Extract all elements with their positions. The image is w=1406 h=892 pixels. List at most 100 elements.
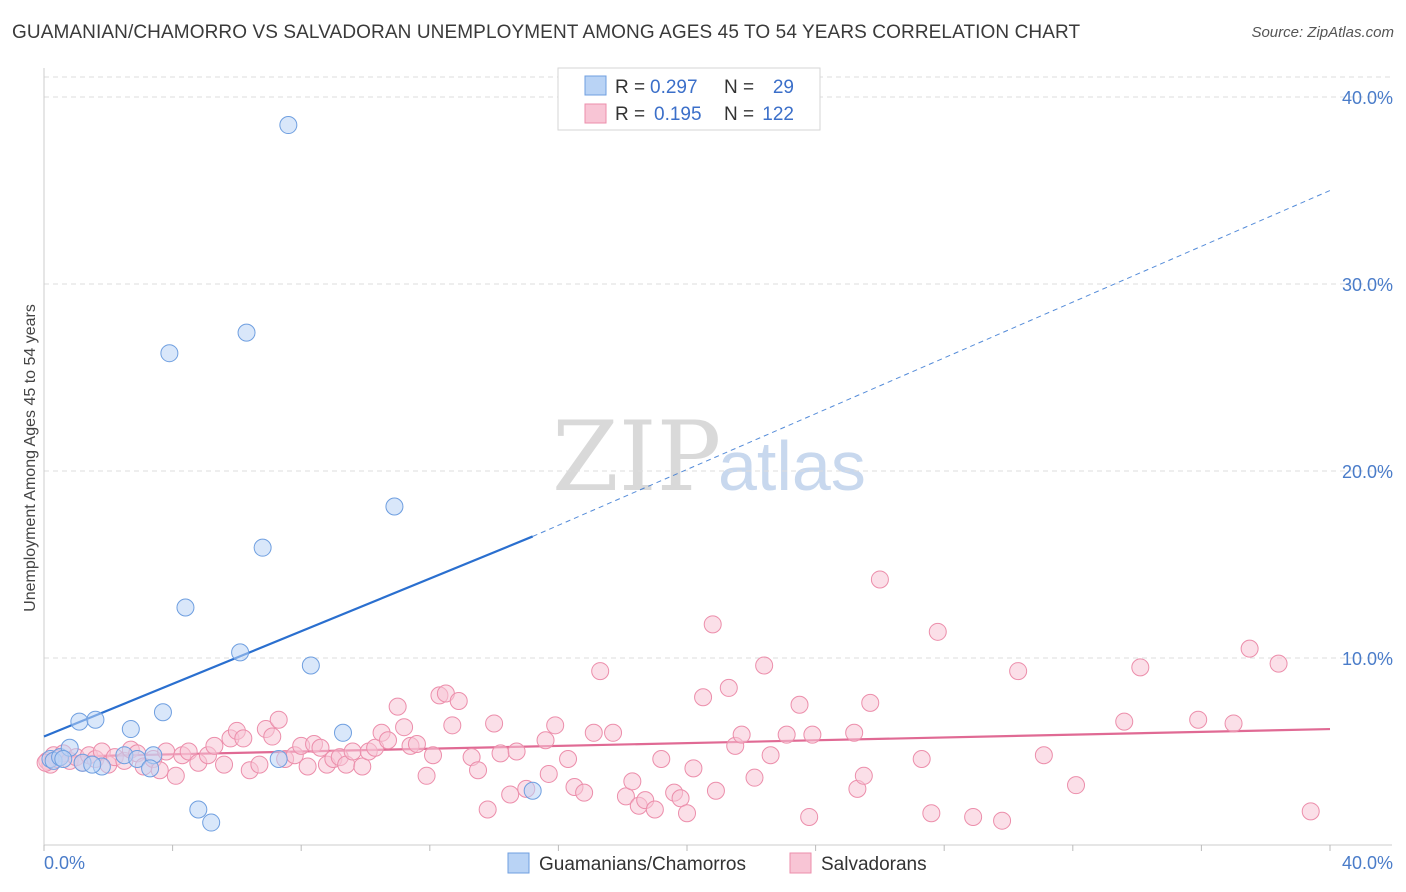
- data-point: [616, 787, 635, 806]
- data-point: [469, 761, 488, 780]
- data-point: [800, 807, 819, 826]
- legend-r-label: R =: [615, 104, 645, 125]
- data-point: [928, 622, 947, 641]
- data-point: [584, 723, 603, 742]
- data-point: [684, 759, 703, 778]
- x-tick-label: 40.0%: [1342, 853, 1393, 873]
- data-point: [539, 764, 558, 783]
- data-point: [83, 755, 102, 774]
- legend-swatch-blue: [584, 75, 607, 96]
- data-point: [205, 736, 224, 755]
- data-point: [703, 615, 722, 634]
- data-point: [790, 695, 809, 714]
- data-point: [1115, 712, 1134, 731]
- data-point: [478, 800, 497, 819]
- data-point: [861, 693, 880, 712]
- data-point: [189, 800, 208, 819]
- salvadoran-trend-line: [43, 727, 1331, 759]
- data-point: [501, 785, 520, 804]
- data-point: [777, 725, 796, 744]
- data-point: [964, 807, 983, 826]
- data-point: [153, 703, 172, 722]
- data-point: [845, 723, 864, 742]
- data-point: [1240, 639, 1259, 658]
- axes: [43, 68, 1392, 851]
- data-point: [761, 746, 780, 765]
- data-point: [54, 749, 73, 768]
- data-point: [1224, 714, 1243, 733]
- data-point: [1131, 658, 1150, 677]
- data-point: [803, 725, 822, 744]
- bottom-legend: Guamanians/Chamorros Salvadorans: [507, 852, 927, 875]
- data-point: [176, 598, 195, 617]
- data-point: [485, 714, 504, 733]
- data-point: [1301, 802, 1320, 821]
- legend-r-label: R =: [615, 77, 645, 98]
- legend-n-value: 122: [762, 104, 794, 125]
- guamanian-trend-line: [43, 535, 534, 738]
- y-tick-label: 40.0%: [1342, 88, 1393, 108]
- data-point: [160, 344, 179, 363]
- legend-n-value: 29: [773, 77, 794, 98]
- data-point: [449, 692, 468, 711]
- data-point: [559, 749, 578, 768]
- watermark-zip: ZIP: [552, 401, 721, 513]
- data-point: [694, 688, 713, 707]
- data-point: [645, 800, 664, 819]
- data-point: [993, 811, 1012, 830]
- data-point: [1189, 710, 1208, 729]
- y-tick-label: 20.0%: [1342, 462, 1393, 482]
- data-point: [719, 678, 738, 697]
- data-point: [678, 804, 696, 823]
- data-point: [546, 716, 565, 735]
- data-point: [333, 723, 352, 742]
- data-point: [353, 757, 372, 776]
- data-point: [234, 729, 253, 748]
- data-point: [385, 497, 404, 516]
- watermark: ZIP atlas: [552, 401, 866, 513]
- data-point: [417, 766, 436, 785]
- data-point: [231, 643, 250, 662]
- data-point: [269, 749, 288, 768]
- watermark-atlas: atlas: [718, 427, 866, 505]
- data-point: [1009, 662, 1028, 681]
- y-tick-label: 30.0%: [1342, 275, 1393, 295]
- data-point: [912, 749, 931, 768]
- data-point: [263, 727, 282, 746]
- data-point: [652, 749, 671, 768]
- data-point: [1067, 776, 1086, 795]
- data-point: [755, 656, 774, 675]
- bottom-legend-swatch-blue: [507, 852, 530, 874]
- legend-n-label: N =: [724, 104, 754, 125]
- gridlines: [44, 76, 1392, 659]
- data-point: [443, 716, 462, 735]
- data-point: [507, 742, 526, 761]
- y-axis-label: Unemployment Among Ages 45 to 54 years: [22, 304, 39, 612]
- data-point: [121, 720, 140, 739]
- data-point: [623, 772, 642, 791]
- data-point: [671, 789, 690, 808]
- data-point: [202, 813, 221, 832]
- data-point: [1269, 654, 1288, 673]
- source-credit: Source: ZipAtlas.com: [1251, 24, 1394, 41]
- legend-r-value: 0.297: [650, 77, 698, 98]
- data-point: [1034, 746, 1053, 765]
- guamanian-points: [41, 116, 542, 832]
- data-point: [732, 725, 751, 744]
- data-point: [575, 783, 594, 802]
- chart-title: GUAMANIAN/CHAMORRO VS SALVADORAN UNEMPLO…: [12, 22, 1081, 43]
- data-point: [745, 768, 764, 787]
- data-point: [922, 804, 941, 823]
- data-point: [86, 710, 105, 729]
- data-point: [854, 766, 873, 785]
- legend-r-value: 0.195: [654, 104, 702, 125]
- data-point: [395, 718, 414, 737]
- data-point: [141, 759, 160, 778]
- legend-n-label: N =: [724, 77, 754, 98]
- data-point: [311, 738, 330, 757]
- data-point: [604, 723, 623, 742]
- data-point: [301, 656, 320, 675]
- data-point: [379, 731, 398, 750]
- legend-swatch-pink: [584, 103, 607, 124]
- data-point: [491, 744, 510, 763]
